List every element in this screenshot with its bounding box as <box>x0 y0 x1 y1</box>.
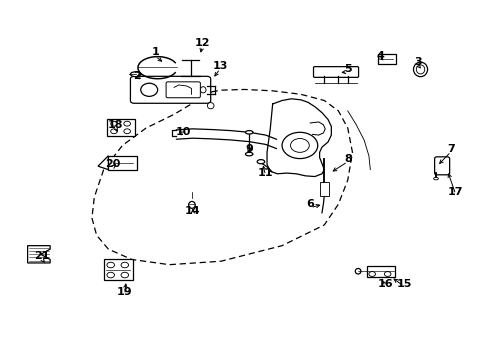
FancyBboxPatch shape <box>434 157 449 175</box>
FancyBboxPatch shape <box>166 82 200 98</box>
Text: 8: 8 <box>343 154 351 164</box>
Ellipse shape <box>355 269 360 274</box>
Ellipse shape <box>415 65 424 74</box>
Polygon shape <box>266 99 331 176</box>
Text: 5: 5 <box>343 64 351 75</box>
FancyBboxPatch shape <box>108 156 137 170</box>
Text: 3: 3 <box>413 58 421 67</box>
Polygon shape <box>98 156 108 170</box>
FancyBboxPatch shape <box>130 76 210 103</box>
Bar <box>378 54 395 64</box>
Ellipse shape <box>188 202 195 208</box>
Ellipse shape <box>433 177 437 180</box>
Polygon shape <box>27 246 50 263</box>
Bar <box>366 266 394 278</box>
Text: 21: 21 <box>34 251 49 261</box>
Circle shape <box>290 139 308 152</box>
Text: 1: 1 <box>151 47 159 57</box>
Circle shape <box>282 132 317 158</box>
Ellipse shape <box>245 152 252 156</box>
Ellipse shape <box>257 159 264 164</box>
Ellipse shape <box>141 83 157 96</box>
Text: 2: 2 <box>133 71 141 81</box>
Circle shape <box>384 271 390 276</box>
Circle shape <box>107 262 114 268</box>
Circle shape <box>110 121 117 126</box>
FancyBboxPatch shape <box>313 67 358 77</box>
Ellipse shape <box>245 131 252 134</box>
Circle shape <box>121 272 128 278</box>
Text: 17: 17 <box>447 187 463 197</box>
Text: 13: 13 <box>212 61 227 71</box>
Text: 19: 19 <box>117 287 132 297</box>
Text: 10: 10 <box>175 127 191 136</box>
Ellipse shape <box>200 87 205 93</box>
Text: 6: 6 <box>305 199 313 209</box>
Text: 9: 9 <box>245 144 253 154</box>
Ellipse shape <box>207 103 214 109</box>
Bar <box>319 183 328 195</box>
Circle shape <box>121 262 128 268</box>
Text: 12: 12 <box>194 39 209 49</box>
Text: 15: 15 <box>396 279 411 289</box>
Bar <box>107 119 134 136</box>
Text: 20: 20 <box>105 159 121 170</box>
Text: 14: 14 <box>184 206 200 216</box>
Ellipse shape <box>413 62 427 77</box>
Text: 4: 4 <box>376 51 384 60</box>
Text: 7: 7 <box>446 144 454 154</box>
Text: 11: 11 <box>257 168 273 178</box>
Circle shape <box>368 271 375 276</box>
Bar <box>103 260 133 280</box>
Text: 16: 16 <box>377 279 392 289</box>
Circle shape <box>107 272 114 278</box>
Circle shape <box>123 129 130 134</box>
Circle shape <box>123 121 130 126</box>
Text: 18: 18 <box>107 120 123 130</box>
Circle shape <box>110 129 117 134</box>
Ellipse shape <box>130 72 141 77</box>
